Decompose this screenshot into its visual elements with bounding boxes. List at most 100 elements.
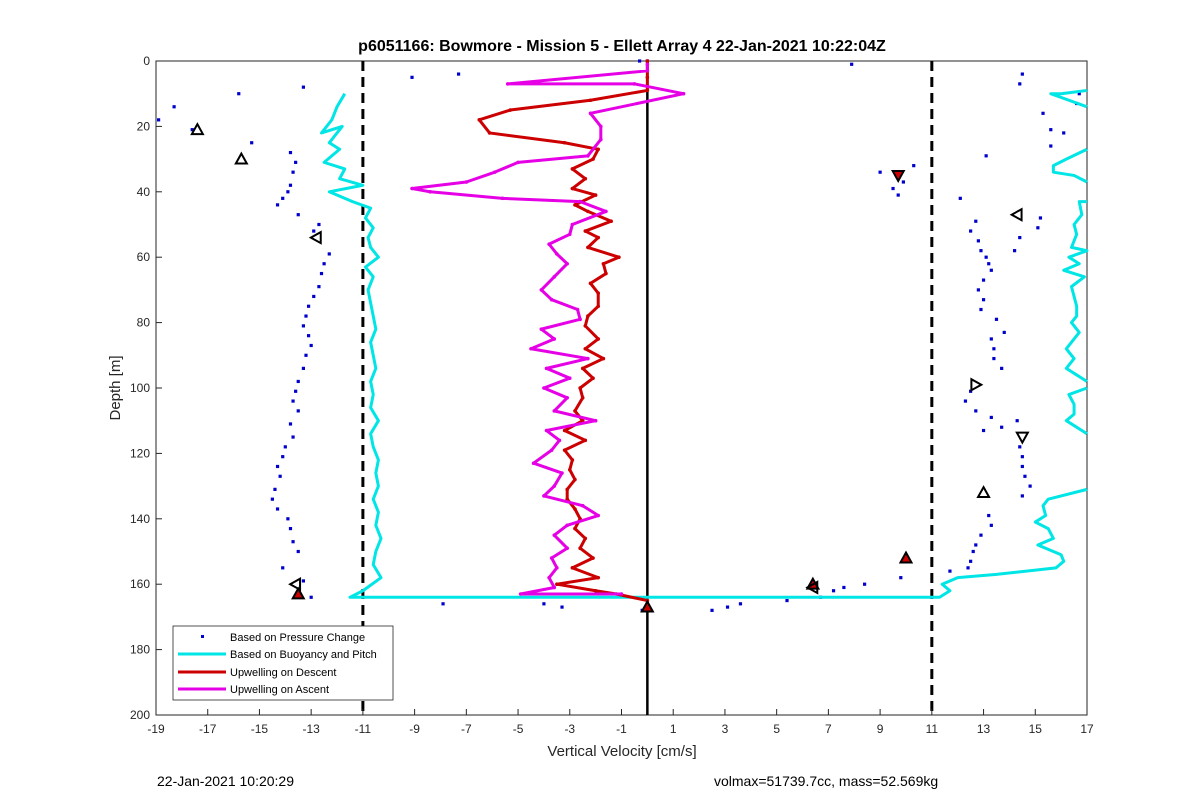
- pressure-point: [291, 540, 295, 544]
- y-axis-label: Depth [m]: [107, 355, 124, 420]
- pressure-point: [969, 559, 973, 563]
- upwelling-vertex: [645, 69, 650, 73]
- marker-triangle-up: [640, 599, 655, 613]
- pressure-point: [294, 389, 298, 393]
- pressure-point: [981, 298, 986, 302]
- upwelling-vertex: [565, 546, 569, 551]
- upwelling-vertex: [601, 261, 606, 266]
- buoyancy-pitch-line-segment: [1062, 200, 1089, 383]
- marker-triangle-left: [1009, 207, 1023, 222]
- upwelling-vertex: [596, 147, 601, 152]
- pressure-point: [291, 399, 295, 403]
- upwelling-vertex: [570, 222, 575, 227]
- legend-label-ascent: Upwelling on Ascent: [230, 684, 329, 696]
- y-tick-label: 20: [137, 119, 151, 133]
- legend-label-descent: Upwelling on Descent: [230, 667, 336, 679]
- upwelling-vertex: [578, 317, 582, 322]
- pressure-point: [1038, 216, 1043, 220]
- x-tick-label: -1: [616, 722, 627, 736]
- pressure-point: [304, 353, 308, 357]
- upwelling-vertex: [601, 356, 606, 361]
- pressure-point: [987, 262, 991, 266]
- pressure-point: [1018, 82, 1022, 86]
- pressure-point: [270, 497, 274, 501]
- pressure-point: [441, 602, 445, 606]
- y-tick-label: 120: [130, 446, 150, 460]
- pressure-point: [1049, 128, 1053, 132]
- upwelling-vertex: [562, 448, 567, 452]
- pressure-point: [273, 487, 277, 491]
- upwelling-vertex: [549, 297, 554, 302]
- pressure-point: [1002, 330, 1006, 335]
- upwelling-vertex: [544, 428, 549, 433]
- y-tick-label: 200: [130, 708, 150, 722]
- pressure-point: [1020, 455, 1024, 459]
- upwelling-vertex: [555, 252, 559, 256]
- upwelling-vertex: [580, 366, 585, 371]
- pressure-point: [994, 317, 999, 321]
- buoyancy-pitch-line-segment: [1064, 386, 1088, 436]
- upwelling-vertex: [583, 438, 588, 443]
- x-tick-label: 15: [1029, 722, 1043, 736]
- pressure-point: [286, 190, 290, 194]
- legend-entry-ascent: Upwelling on Ascent: [178, 684, 329, 696]
- upwelling-vertex: [555, 566, 559, 570]
- marker-triangle-left: [288, 577, 302, 592]
- pressure-point: [989, 523, 993, 527]
- upwelling-vertex: [552, 275, 557, 279]
- y-tick-label: 180: [130, 643, 150, 657]
- upwelling-vertex: [567, 232, 572, 237]
- pressure-point: [319, 271, 324, 276]
- marker-triangle-left: [805, 580, 819, 595]
- upwelling-vertex: [604, 209, 608, 214]
- pressure-point: [899, 576, 903, 580]
- pressure-point: [738, 602, 743, 606]
- pressure-point: [1036, 226, 1040, 230]
- pressure-point: [281, 455, 285, 459]
- marker-triangle-up: [898, 550, 914, 564]
- x-tick-label: 3: [722, 722, 729, 736]
- pressure-point: [237, 92, 241, 96]
- upwelling-vertex: [570, 186, 575, 191]
- pressure-point: [1015, 419, 1019, 423]
- plot-area: -19 -17 -15 -13 -11 -9 -7 -5 -3 -1 1 3 5 7 9 11 13 15 1702…: [130, 54, 1094, 736]
- pressure-point: [288, 422, 293, 426]
- upwelling-vertex: [591, 376, 595, 380]
- upwelling-vertex: [578, 386, 582, 390]
- pressure-point: [989, 268, 993, 272]
- upwelling-vertex: [477, 118, 482, 122]
- marker-triangle-right: [970, 377, 984, 392]
- upwelling-vertex: [580, 503, 585, 508]
- pressure-point: [896, 193, 900, 197]
- pressure-point: [979, 307, 983, 312]
- pressure-point: [1023, 474, 1027, 478]
- upwelling-vertex: [596, 337, 601, 341]
- pressure-point: [638, 59, 642, 63]
- pressure-point: [974, 409, 978, 413]
- upwelling-vertex: [573, 203, 577, 207]
- x-tick-label: -3: [564, 722, 575, 736]
- pressure-point: [1020, 72, 1024, 76]
- pressure-point: [294, 160, 298, 164]
- upwelling-vertex: [588, 281, 593, 286]
- legend-swatch-pressure: [201, 635, 204, 638]
- upwelling-vertex: [583, 176, 588, 181]
- upwelling-vertex: [586, 314, 590, 318]
- upwelling-vertex: [552, 409, 557, 413]
- marker-triangle-down: [891, 170, 906, 184]
- upwelling-vertex: [560, 471, 564, 475]
- upwelling-vertex: [505, 82, 510, 86]
- upwelling-vertex: [428, 190, 432, 194]
- upwelling-vertex: [573, 409, 577, 413]
- pressure-point: [275, 507, 280, 511]
- pressure-point: [456, 72, 461, 76]
- pressure-point: [1077, 92, 1081, 96]
- upwelling-vertex: [596, 575, 601, 580]
- pressure-point: [286, 517, 290, 521]
- pressure-point: [1000, 366, 1004, 370]
- upwelling-vertex: [570, 458, 575, 462]
- pressure-point: [283, 445, 287, 449]
- pressure-point: [281, 566, 285, 570]
- upwelling-vertex: [529, 346, 533, 351]
- upwelling-vertex: [632, 82, 637, 86]
